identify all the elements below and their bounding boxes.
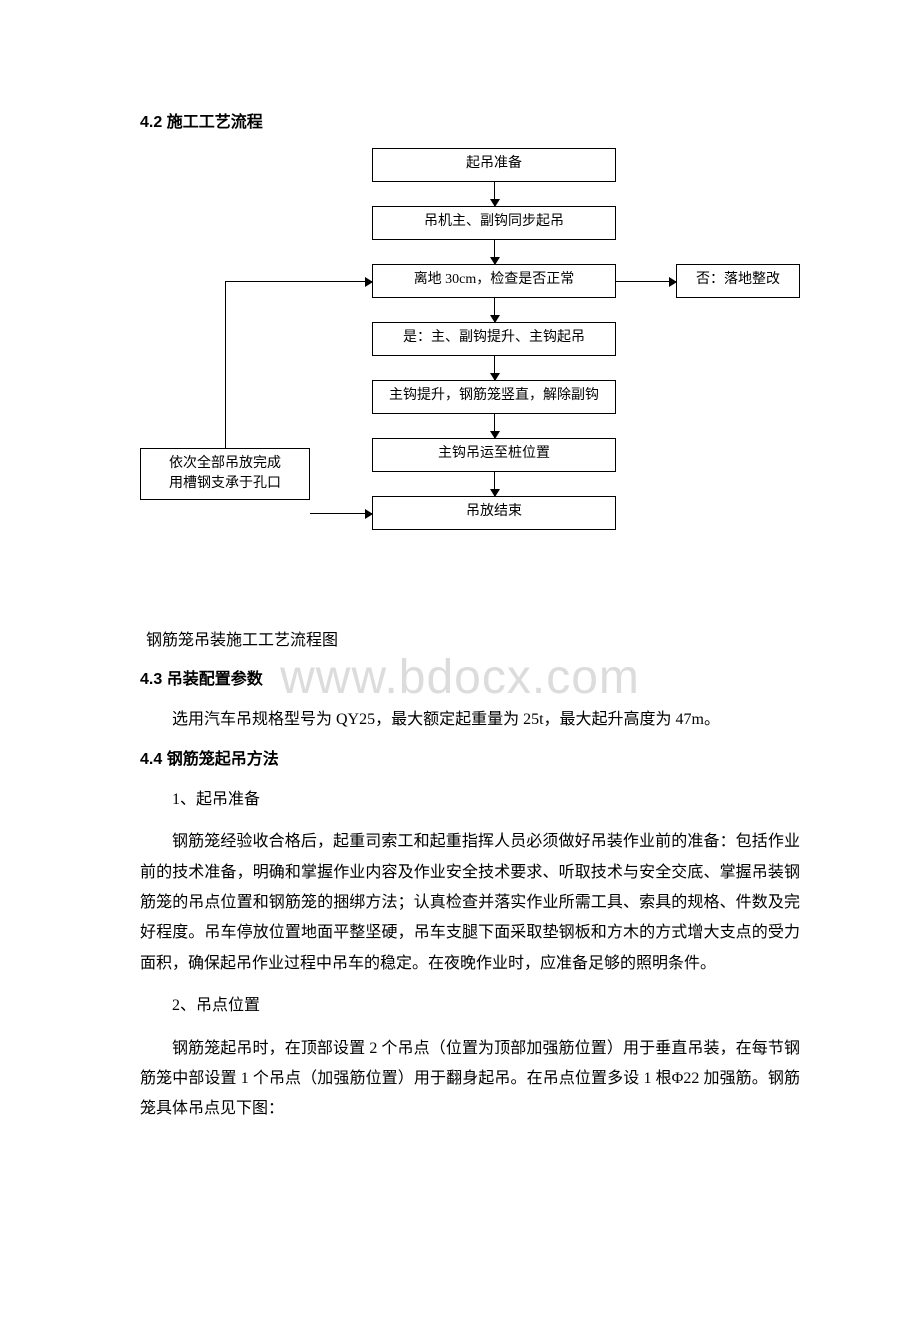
flowchart-caption: 钢筋笼吊装施工工艺流程图: [146, 628, 800, 654]
flow-node-7: 吊放结束: [372, 496, 616, 530]
flow-arrow: [616, 281, 676, 282]
flow-arrow: [494, 472, 495, 496]
paragraph-4-4-1: 钢筋笼经验收合格后，起重司索工和起重指挥人员必须做好吊装作业前的准备：包括作业前…: [140, 827, 800, 979]
paragraph-4-4-2: 钢筋笼起吊时，在顶部设置 2 个吊点（位置为顶部加强筋位置）用于垂直吊装，在每节…: [140, 1034, 800, 1125]
list-item-2: 2、吊点位置: [140, 991, 800, 1021]
heading-4-4: 4.4 钢筋笼起吊方法: [140, 747, 800, 773]
heading-4-3: 4.3 吊装配置参数: [140, 667, 800, 693]
flowchart: 起吊准备 吊机主、副钩同步起吊 离地 30cm，检查是否正常 否：落地整改 是：…: [140, 148, 800, 598]
flow-node-2: 吊机主、副钩同步起吊: [372, 206, 616, 240]
flow-node-left: 依次全部吊放完成 用槽钢支承于孔口: [140, 448, 310, 500]
list-item-1: 1、起吊准备: [140, 785, 800, 815]
flow-arrow: [310, 513, 372, 514]
flow-arrow: [225, 281, 372, 282]
flow-line: [225, 281, 226, 448]
flow-arrow: [494, 182, 495, 206]
paragraph-4-3: 选用汽车吊规格型号为 QY25，最大额定起重量为 25t，最大起升高度为 47m…: [140, 705, 800, 735]
flow-node-3r: 否：落地整改: [676, 264, 800, 298]
heading-4-2: 4.2 施工工艺流程: [140, 110, 800, 136]
flow-arrow: [494, 298, 495, 322]
flow-node-5: 主钩提升，钢筋笼竖直，解除副钩: [372, 380, 616, 414]
flow-arrow: [494, 356, 495, 380]
flow-node-6: 主钩吊运至桩位置: [372, 438, 616, 472]
flow-node-left-line1: 依次全部吊放完成: [169, 454, 281, 474]
flow-node-1: 起吊准备: [372, 148, 616, 182]
flow-arrow: [494, 414, 495, 438]
flow-node-left-line2: 用槽钢支承于孔口: [169, 474, 281, 494]
flow-node-4: 是：主、副钩提升、主钩起吊: [372, 322, 616, 356]
flow-arrow: [494, 240, 495, 264]
flow-node-3: 离地 30cm，检查是否正常: [372, 264, 616, 298]
